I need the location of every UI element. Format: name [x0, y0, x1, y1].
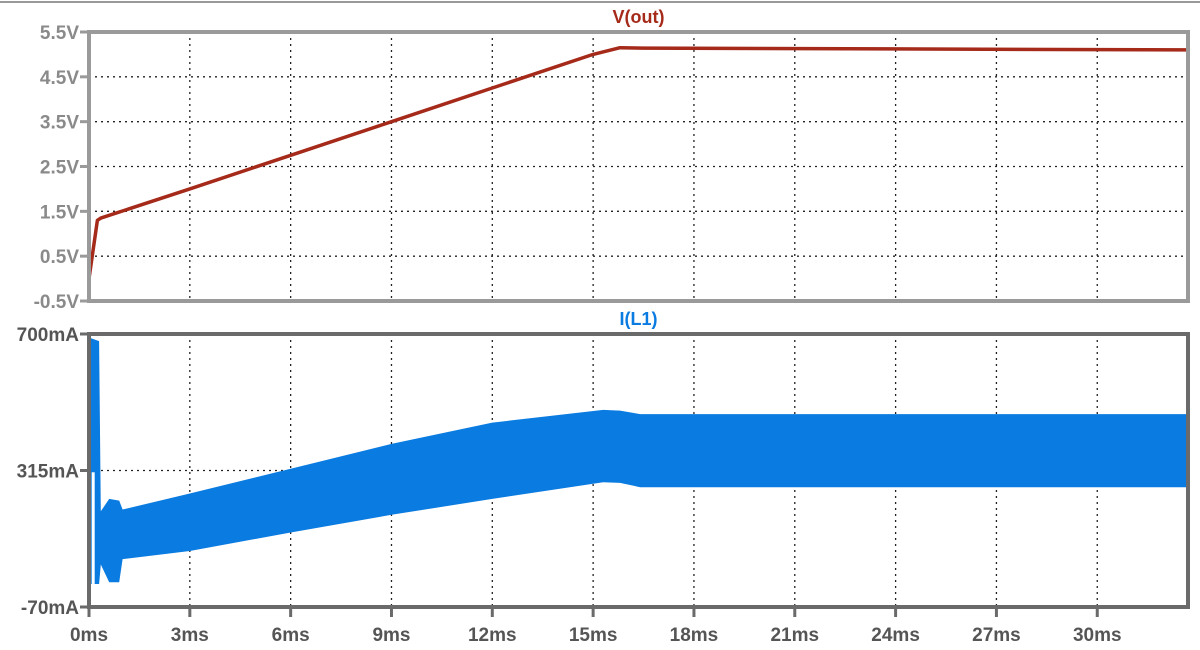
x-tick-label: 30ms: [1073, 625, 1122, 646]
il1-pane[interactable]: 700mA 315mA -70mA I(L1): [17, 309, 1190, 619]
y-tick-label: 315mA: [17, 462, 80, 483]
y-tick-label: 4.5V: [40, 68, 79, 89]
x-tick-label: 9ms: [372, 625, 410, 646]
x-tick-label: 27ms: [972, 625, 1021, 646]
y-tick-label: -70mA: [21, 598, 79, 619]
x-tick-label: 15ms: [569, 625, 618, 646]
x-tick-label: 21ms: [770, 625, 819, 646]
x-tick-label: 24ms: [871, 625, 920, 646]
x-tick-label: 6ms: [272, 625, 310, 646]
x-tick-label: 0ms: [70, 625, 108, 646]
trace-title: V(out): [613, 7, 665, 27]
il1-trace: [89, 337, 1188, 584]
y-tick-label: 700mA: [17, 325, 80, 346]
trace-title: I(L1): [620, 309, 658, 329]
y-tick-label: 0.5V: [40, 247, 79, 268]
y-tick-label: 5.5V: [40, 23, 79, 44]
x-tick-label: 3ms: [171, 625, 209, 646]
x-tick-label: 18ms: [670, 625, 719, 646]
y-tick-label: 2.5V: [40, 158, 79, 179]
vout-trace: [87, 45, 1189, 279]
plot-frame: [87, 332, 1190, 609]
vout-pane[interactable]: 5.5V 4.5V 3.5V 2.5V 1.5V 0.5V -0.5V V(out): [34, 7, 1190, 313]
y-tick-label: 3.5V: [40, 113, 79, 134]
y-tick-label: 1.5V: [40, 202, 79, 223]
x-tick-label: 12ms: [468, 625, 517, 646]
y-tick-label: -0.5V: [34, 292, 80, 313]
plot-frame: [87, 30, 1190, 303]
x-axis: 0ms 3ms 6ms 9ms 12ms 15ms 18ms 21ms 24ms 27ms 30ms: [70, 607, 1122, 646]
il1-trace-gap: [91, 472, 95, 584]
